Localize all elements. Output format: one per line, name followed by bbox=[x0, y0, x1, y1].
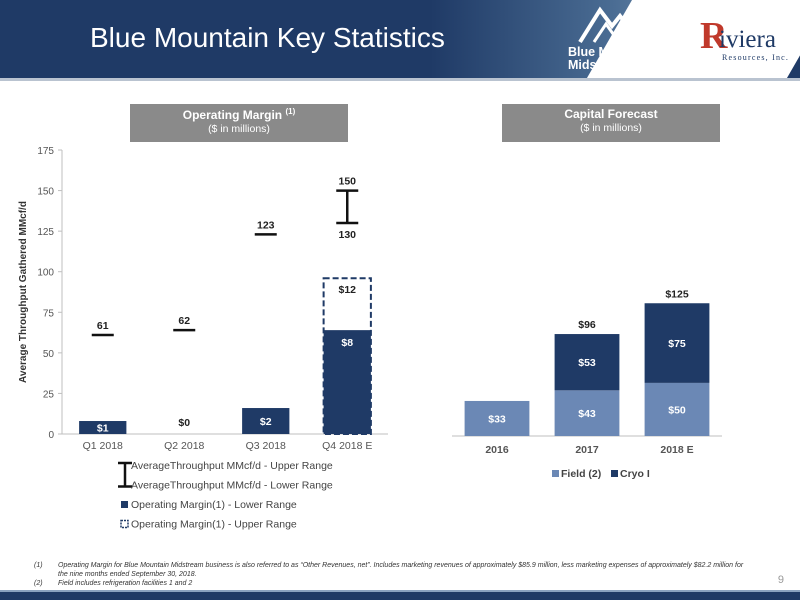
field-bar bbox=[554, 390, 620, 436]
operating-margin-title-note: (1) bbox=[285, 107, 296, 116]
capital-forecast-panel-title: Capital Forecast ($ in millions) bbox=[502, 104, 720, 142]
operating-margin-title: Operating Margin bbox=[182, 108, 283, 122]
field-bar bbox=[644, 382, 710, 436]
x-tick-label: 2016 bbox=[485, 444, 509, 456]
operating-margin-lower-label: $1 bbox=[97, 423, 109, 435]
throughput-upper-label: 123 bbox=[257, 219, 275, 231]
x-tick-label: Q2 2018 bbox=[164, 440, 204, 452]
throughput-upper-label: 150 bbox=[338, 176, 356, 188]
legend-entry: AverageThroughput MMcf/d - Lower Range bbox=[131, 480, 333, 492]
header-banner: Blue Mountain Key Statistics Blue Mounta… bbox=[0, 0, 800, 78]
page-title: Blue Mountain Key Statistics bbox=[90, 22, 445, 53]
footnote-2: (2) Field includes refrigeration facilit… bbox=[34, 580, 193, 587]
legend-entry: Cryo I bbox=[620, 468, 650, 480]
legend-entry: Field (2) bbox=[561, 468, 601, 480]
blue-mountain-logo: Blue Mountain Midstream bbox=[560, 4, 672, 76]
field-bar bbox=[464, 400, 530, 436]
legend-entry: Operating Margin(1) - Lower Range bbox=[131, 499, 297, 511]
x-tick-label: 2017 bbox=[575, 444, 599, 456]
x-tick-label: 2018 E bbox=[660, 444, 693, 456]
cryo-bar-label: $75 bbox=[668, 338, 686, 350]
capital-forecast-chart: 2016 2017 2018 E $33 $43 $53 $96 $50 $75 $125 Fiel… bbox=[452, 288, 722, 480]
y-tick-label: 75 bbox=[43, 308, 55, 319]
capital-forecast-title: Capital Forecast bbox=[564, 107, 658, 121]
cryo-bar bbox=[644, 303, 710, 383]
legend-upper-range-swatch bbox=[120, 519, 129, 529]
operating-margin-lower-bar bbox=[79, 421, 127, 434]
x-tick-label: Q4 2018 E bbox=[322, 440, 372, 452]
operating-margin-lower-label: $0 bbox=[178, 417, 190, 429]
y-tick-label: 100 bbox=[37, 268, 54, 279]
y-tick-label: 150 bbox=[37, 187, 54, 198]
y-tick-label: 125 bbox=[37, 227, 54, 238]
field-bar-label: $33 bbox=[488, 413, 506, 425]
riviera-logo: R iviera Resources, Inc. bbox=[700, 14, 795, 64]
operating-margin-lower-label: $8 bbox=[341, 337, 353, 349]
throughput-upper-label: 62 bbox=[178, 315, 190, 327]
operating-margin-panel-title: Operating Margin (1) ($ in millions) bbox=[130, 104, 348, 142]
x-tick-label: Q1 2018 bbox=[83, 440, 123, 452]
riviera-logo-subtitle: Resources, Inc. bbox=[722, 53, 790, 62]
y-axis-label: Average Throughput Gathered MMcf/d bbox=[18, 201, 29, 383]
y-tick-label: 175 bbox=[37, 146, 54, 157]
legend-entry: Operating Margin(1) - Upper Range bbox=[131, 519, 297, 531]
total-label: $125 bbox=[665, 288, 689, 300]
blue-mountain-logo-text: Blue Mountain Midstream bbox=[568, 45, 655, 72]
y-tick-label: 0 bbox=[48, 430, 54, 441]
page-number: 9 bbox=[777, 574, 784, 586]
throughput-upper-label: 61 bbox=[97, 320, 109, 332]
operating-margin-lower-bar bbox=[242, 408, 290, 434]
field-bar-label: $50 bbox=[668, 404, 686, 416]
mountain-icon bbox=[578, 6, 642, 44]
riviera-logo-word: iviera bbox=[719, 26, 776, 53]
footer-accent-rule bbox=[0, 590, 800, 592]
operating-margin-chart: 0 25 50 75 100 125 150 175 Average Throughput Ga… bbox=[18, 146, 388, 531]
legend-field-swatch bbox=[552, 470, 559, 477]
operating-margin-lower-bar bbox=[323, 330, 371, 434]
legend-cryo-swatch bbox=[611, 470, 618, 477]
riviera-logo-letter: R bbox=[700, 15, 728, 57]
header-rule bbox=[0, 78, 800, 81]
y-tick-label: 50 bbox=[43, 349, 55, 360]
operating-margin-lower-label: $2 bbox=[260, 416, 272, 428]
field-bar-label: $43 bbox=[578, 408, 596, 420]
cryo-bar-label: $53 bbox=[578, 357, 596, 369]
total-label: $96 bbox=[578, 319, 596, 331]
legend-entry: AverageThroughput MMcf/d - Upper Range bbox=[131, 460, 333, 472]
cryo-bar bbox=[554, 334, 620, 391]
y-tick-label: 25 bbox=[43, 389, 55, 400]
footnotes: (1) Operating Margin for Blue Mountain M… bbox=[34, 561, 754, 588]
capital-forecast-subtitle: ($ in millions) bbox=[580, 122, 642, 134]
throughput-lower-label: 130 bbox=[338, 229, 356, 241]
legend-lower-range-swatch bbox=[121, 501, 128, 508]
operating-margin-upper-label: $12 bbox=[338, 284, 356, 296]
footer-rule bbox=[0, 592, 800, 600]
footnote-1: (1) Operating Margin for Blue Mountain M… bbox=[34, 562, 744, 578]
operating-margin-subtitle: ($ in millions) bbox=[208, 123, 270, 135]
x-tick-label: Q3 2018 bbox=[246, 440, 286, 452]
